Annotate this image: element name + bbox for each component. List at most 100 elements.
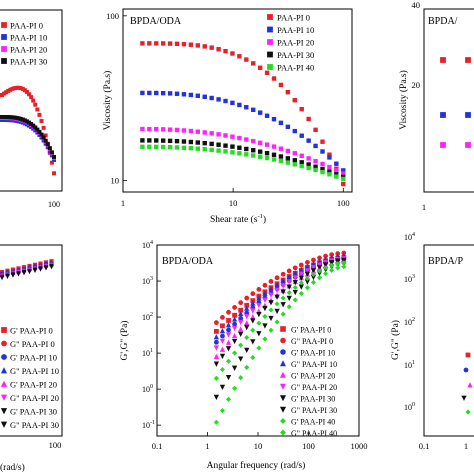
data-point [238, 310, 244, 317]
data-point [262, 323, 268, 329]
legend-label: G" PAA-PI 0 [291, 337, 333, 346]
data-point [306, 165, 311, 171]
data-point [225, 374, 232, 381]
data-point [244, 313, 250, 320]
data-point [35, 127, 40, 132]
data-point [195, 43, 201, 48]
data-point [465, 352, 471, 358]
data-point [181, 41, 187, 47]
data-point [49, 160, 54, 165]
data-point [209, 95, 214, 101]
data-point [256, 345, 262, 351]
data-point [43, 133, 48, 138]
data-point [262, 297, 268, 303]
y-tick-label: 40 [412, 0, 421, 10]
data-point [250, 291, 256, 297]
y-tick-label: 100 [142, 384, 153, 394]
legend-label: G' PAA-PI 20 [10, 380, 57, 390]
legend-label: G" PAA-PI 10 [10, 366, 59, 376]
data-point [244, 305, 250, 311]
data-point [264, 155, 270, 161]
data-point [310, 265, 317, 271]
data-point [174, 138, 180, 144]
data-point [316, 275, 323, 281]
data-point [244, 295, 250, 301]
data-point [219, 367, 226, 373]
data-point [226, 309, 231, 315]
data-point [286, 284, 292, 290]
data-point [216, 97, 221, 102]
data-point [286, 295, 292, 302]
data-point [160, 127, 166, 132]
data-point [202, 94, 207, 99]
panel-frame-top-left [0, 9, 63, 192]
data-point [202, 130, 207, 135]
data-point [251, 107, 256, 113]
data-point [238, 326, 244, 332]
legend-label: PAA-PI 20 [277, 38, 314, 48]
data-point [238, 342, 244, 348]
data-point [33, 125, 38, 130]
data-point [49, 264, 54, 270]
data-point [262, 313, 268, 319]
data-point [256, 302, 262, 309]
panel-title: BPDA/ODA [162, 256, 214, 267]
data-point [219, 338, 226, 345]
x-axis-label: (rad/s) [0, 462, 25, 473]
data-point [237, 54, 242, 59]
data-point [278, 82, 284, 88]
data-point [140, 126, 145, 132]
data-point [188, 146, 194, 151]
legend-label: G" PAA-PI 20 [291, 383, 337, 392]
data-point [335, 265, 341, 271]
data-point [45, 142, 50, 147]
data-point [213, 361, 220, 367]
data-point [285, 148, 291, 154]
y-axis-label: Viscosity (Pa.s) [102, 71, 113, 131]
data-point [274, 301, 280, 307]
data-point [188, 128, 194, 134]
data-point [244, 146, 249, 152]
data-point [244, 334, 250, 341]
y-tick-label: 100 [404, 402, 415, 412]
legend-marker [1, 46, 7, 52]
x-tick-label: 100 [49, 440, 62, 450]
data-point [232, 321, 237, 327]
data-point [226, 318, 231, 323]
data-point [33, 102, 38, 107]
data-point [264, 70, 270, 76]
legend-label: G' PAA-PI 20 [291, 372, 335, 381]
data-point [223, 98, 228, 104]
data-point [213, 394, 220, 401]
data-point [238, 331, 244, 338]
y-tick-label: 10 [111, 175, 120, 185]
data-point [237, 145, 242, 150]
data-point [304, 285, 310, 291]
legend-label: PAA-PI 30 [10, 57, 47, 67]
data-point [251, 61, 256, 66]
data-point [52, 154, 57, 159]
data-point [465, 57, 471, 63]
data-point [213, 419, 219, 425]
data-point [274, 281, 280, 288]
data-point [285, 89, 291, 95]
data-point [251, 138, 256, 144]
data-point [271, 116, 277, 122]
data-point [244, 324, 250, 331]
data-point [181, 145, 187, 150]
data-point [327, 172, 332, 177]
data-point [0, 275, 5, 281]
data-point [310, 268, 317, 274]
legend-marker [280, 326, 286, 332]
y-tick-label: 10-1 [142, 420, 155, 430]
data-point [251, 148, 256, 153]
y-tick-label: 100 [106, 11, 119, 21]
y-tick-label: 102 [142, 312, 153, 322]
data-point [220, 323, 225, 329]
data-point [271, 157, 277, 162]
legend-marker [1, 34, 7, 40]
data-point [52, 171, 57, 176]
data-point [223, 143, 228, 148]
data-point [238, 319, 244, 326]
data-point [298, 262, 304, 268]
